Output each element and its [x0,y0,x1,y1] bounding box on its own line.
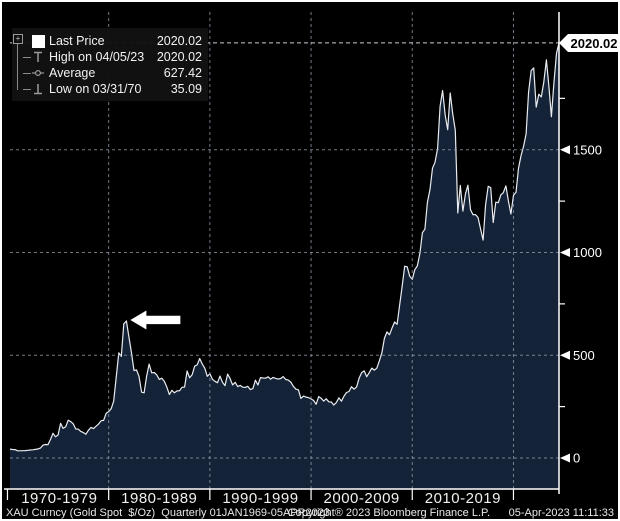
legend-label: High on 04/05/23 [49,50,145,64]
legend-tree-connector [17,44,26,90]
y-axis-label-0: 0 [573,451,580,466]
x-axis-label-2010-2019: 2010-2019 [425,490,501,507]
copyright-notice: Copyright® 2023 Bloomberg Finance L.P. [287,507,490,519]
x-axis-label-1970-1979: 1970-1979 [21,490,97,507]
annotation-arrow-icon [130,310,181,330]
legend-label: Average [49,66,96,80]
legend-row-last-price[interactable]: Last Price 2020.02 [12,33,208,49]
y-axis-label-500: 500 [573,348,595,363]
flag-notch [559,34,568,52]
chart-timestamp: 05-Apr-2023 11:11:33 [508,507,614,519]
average-marker-icon [31,67,45,80]
x-axis-label-1980-1989: 1980-1989 [121,490,197,507]
last-price-flag: 2020.02 [559,34,618,52]
y-axis-tick-arrow-1500 [560,145,570,155]
legend-value: 2020.02 [156,50,202,64]
last-price-swatch-icon [31,34,45,48]
y-axis-label-1000: 1000 [573,245,602,260]
legend-value: 2020.02 [156,34,202,48]
legend-row-high[interactable]: High on 04/05/23 2020.02 [12,49,208,65]
legend-label: Last Price [49,34,105,48]
y-axis-tick-arrow-500 [560,350,570,360]
y-axis-tick-arrow-0 [560,453,570,463]
legend-value: 35.09 [170,82,202,96]
low-marker-icon [31,83,45,96]
price-area-fill [10,42,559,490]
high-marker-icon [31,51,45,64]
x-axis-label-2000-2009: 2000-2009 [324,490,400,507]
x-axis-label-1990-1999: 1990-1999 [222,490,298,507]
legend-row-low[interactable]: Low on 03/31/70 35.09 [12,81,208,97]
legend-label: Low on 03/31/70 [49,82,142,96]
legend-row-average[interactable]: Average 627.42 [12,65,208,81]
last-price-value: 2020.02 [570,35,618,51]
price-line [9,42,560,452]
y-axis-label-1500: 1500 [573,142,602,157]
chart-legend: + Last Price 2020.02 High on 04/05/23 20… [12,28,208,101]
legend-value: 627.42 [163,66,202,80]
legend-expander-icon[interactable]: + [13,34,23,44]
y-axis-tick-arrow-1000 [560,248,570,257]
security-description: XAU Curncy (Gold Spot $/Oz) Quarterly 01… [6,507,331,519]
